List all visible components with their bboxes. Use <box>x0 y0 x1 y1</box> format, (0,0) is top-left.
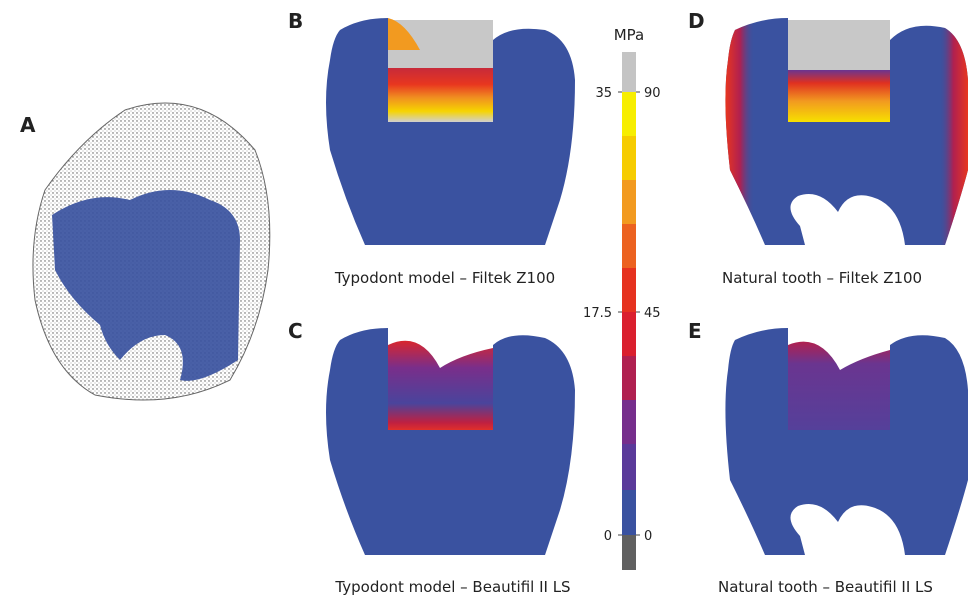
panel-b-model <box>326 18 575 245</box>
panel-e-model <box>725 328 968 555</box>
caption: Typodont model – Filtek Z100 <box>334 269 555 287</box>
panel-label: B <box>288 9 303 33</box>
caption: Natural tooth – Filtek Z100 <box>722 269 922 287</box>
tick-label: 35 <box>595 86 612 101</box>
caption: Typodont model – Beautifil II LS <box>334 578 570 596</box>
colorbar-unit: MPa <box>614 26 645 44</box>
panel-label: D <box>688 9 705 33</box>
colorbar <box>618 52 640 570</box>
tick-label: 0 <box>604 529 612 544</box>
panel-c-model <box>326 328 575 555</box>
tick-label: 0 <box>644 529 652 544</box>
tick-label: 17.5 <box>583 306 612 321</box>
panel-a-model <box>33 103 270 400</box>
page: MPa 35 17.5 0 90 45 0 A B C D E Typodont… <box>0 0 968 601</box>
panel-label: C <box>288 319 303 343</box>
tick-label: 90 <box>644 86 661 101</box>
panel-label: E <box>688 319 702 343</box>
figure: MPa 35 17.5 0 90 45 0 A B C D E Typodont… <box>0 0 968 601</box>
panel-d-model <box>725 18 968 245</box>
panel-label: A <box>20 113 36 137</box>
tick-label: 45 <box>644 306 661 321</box>
caption: Natural tooth – Beautifil II LS <box>718 578 933 596</box>
